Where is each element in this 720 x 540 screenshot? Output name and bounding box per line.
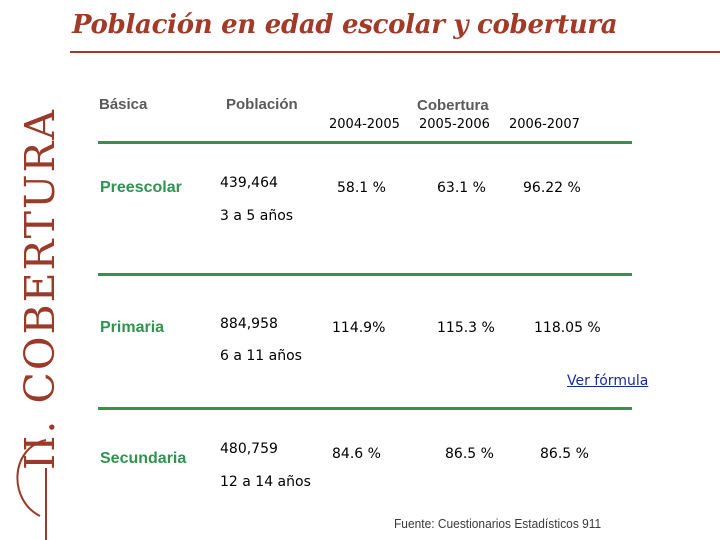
section-label: II. COBERTURA [16,107,64,470]
header-level: Básica [99,96,148,113]
age-range: 6 a 11 años [220,348,302,364]
coverage-value: 114.9% [332,320,386,336]
row-divider [98,273,632,276]
age-range: 3 a 5 años [220,208,294,224]
row-divider [98,141,632,144]
ver-formula-link[interactable]: Ver fórmula [567,373,649,389]
page-title: Población en edad escolar y cobertura [72,10,618,40]
population-value: 480,759 [220,441,278,457]
header-year-2006-2007: 2006-2007 [509,117,580,132]
header-year-2005-2006: 2005-2006 [419,117,490,132]
age-range: 12 a 14 años [220,474,311,490]
level-primaria: Primaria [100,319,165,336]
coverage-value: 115.3 % [437,320,495,336]
coverage-value: 63.1 % [437,180,486,196]
population-value: 884,958 [220,316,278,332]
title-divider [70,51,720,53]
level-secundaria: Secundaria [100,450,187,467]
row-divider [98,407,632,410]
population-value: 439,464 [220,175,278,191]
coverage-value: 86.5 % [540,446,589,462]
coverage-value: 96.22 % [523,180,581,196]
coverage-value: 58.1 % [337,180,386,196]
coverage-value: 118.05 % [534,320,601,336]
header-population: Población [226,96,298,113]
decorative-arc [16,439,47,540]
coverage-value: 84.6 % [332,446,381,462]
level-preescolar: Preescolar [100,179,182,196]
coverage-value: 86.5 % [445,446,494,462]
header-coverage: Cobertura [417,97,489,114]
source-note: Fuente: Cuestionarios Estadísticos 911 [394,516,602,531]
header-year-2004-2005: 2004-2005 [329,117,400,132]
